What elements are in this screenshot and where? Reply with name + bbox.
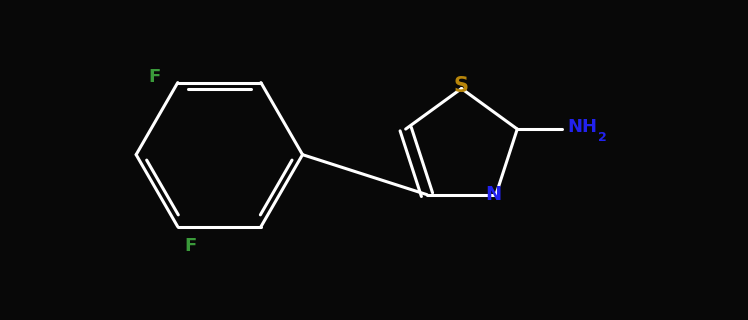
Text: 2: 2 xyxy=(598,131,607,144)
Text: N: N xyxy=(485,185,502,204)
Text: F: F xyxy=(148,68,160,86)
Text: S: S xyxy=(454,76,469,96)
Text: F: F xyxy=(185,237,197,255)
Text: NH: NH xyxy=(568,118,598,136)
